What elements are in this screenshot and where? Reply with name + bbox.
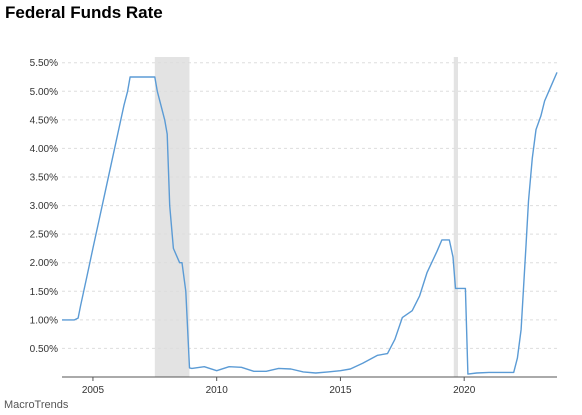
- x-tick-labels: 2005 2010 2015 2020: [82, 385, 476, 396]
- y-tick-label: 1.50%: [30, 287, 58, 298]
- series-line-0: [62, 72, 558, 375]
- x-tick-label: 2020: [453, 385, 476, 396]
- y-tick-label: 3.00%: [30, 201, 58, 212]
- y-tick-label: 5.00%: [30, 87, 58, 98]
- recession-band-1: [453, 57, 458, 377]
- recession-band-0: [154, 57, 190, 377]
- y-tick-label: 2.00%: [30, 258, 58, 269]
- y-tick-labels: 0.50% 1.00% 1.50% 2.00% 2.50% 3.00% 3.50% 4.00%…: [30, 58, 58, 355]
- y-tick-label: 1.00%: [30, 315, 58, 326]
- axes: [62, 376, 557, 381]
- y-tick-label: 5.50%: [30, 58, 58, 69]
- series-layer: [62, 72, 558, 375]
- y-tick-label: 4.50%: [30, 115, 58, 126]
- source-label: MacroTrends: [4, 399, 69, 411]
- y-tick-label: 2.50%: [30, 230, 58, 241]
- y-tick-label: 4.00%: [30, 144, 58, 155]
- grid-lines: [62, 62, 557, 349]
- y-tick-label: 0.50%: [30, 344, 58, 355]
- y-tick-label: 3.50%: [30, 173, 58, 184]
- x-tick-label: 2010: [206, 385, 229, 396]
- x-tick-label: 2005: [82, 385, 105, 396]
- chart-title: Federal Funds Rate: [5, 3, 163, 22]
- recession-bands: [154, 57, 458, 377]
- x-tick-label: 2015: [329, 385, 352, 396]
